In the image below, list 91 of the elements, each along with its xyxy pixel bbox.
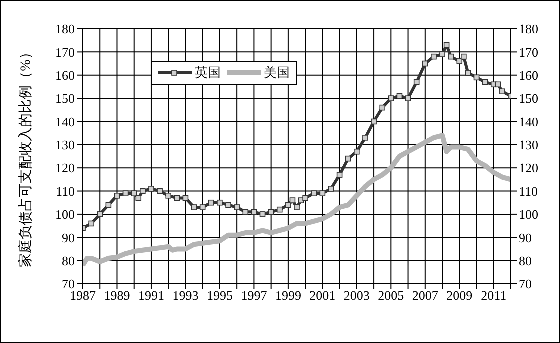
x-tick-label: 1991 — [138, 288, 164, 304]
y-tick-label: 100 — [56, 207, 75, 222]
point — [444, 42, 450, 48]
point — [182, 195, 189, 202]
x-tick-label: 1993 — [172, 288, 199, 304]
point — [191, 204, 198, 210]
point — [414, 79, 420, 86]
point — [88, 220, 94, 227]
y2-tick-label: 120 — [519, 160, 538, 176]
x-tick-label: 1997 — [241, 288, 268, 304]
y-tick-label: 120 — [56, 160, 75, 176]
y2-tick-label: 160 — [519, 68, 538, 83]
y-tick-label: 160 — [56, 68, 75, 83]
y-tick-label: 90 — [62, 230, 75, 246]
point — [226, 202, 232, 208]
point — [268, 209, 274, 216]
point — [290, 198, 296, 204]
point — [131, 190, 138, 196]
point — [140, 188, 146, 194]
point — [354, 148, 360, 155]
point — [431, 54, 437, 60]
point — [362, 135, 368, 141]
point — [380, 104, 386, 111]
point — [200, 204, 206, 210]
y-tick-label: 170 — [56, 44, 75, 60]
x-tick-label: 2007 — [412, 288, 439, 304]
point — [106, 202, 112, 208]
point — [234, 204, 240, 210]
point — [157, 188, 163, 194]
point — [405, 96, 412, 102]
point — [174, 195, 180, 202]
point — [217, 200, 223, 206]
x-tick-label: 1989 — [104, 288, 130, 304]
point — [286, 202, 292, 208]
x-tick-label: 1999 — [275, 288, 302, 304]
point — [474, 74, 480, 81]
point — [500, 88, 506, 94]
point — [422, 60, 428, 67]
point — [208, 200, 214, 206]
x-tick-label: 2005 — [378, 288, 404, 304]
y2-tick-label: 70 — [519, 276, 532, 292]
x-tick-label: 2011 — [481, 288, 507, 304]
point — [456, 58, 463, 64]
point — [136, 195, 142, 202]
y2-tick-label: 150 — [519, 91, 538, 106]
point — [448, 54, 454, 60]
y2-tick-label: 90 — [519, 230, 532, 246]
x-tick-label: 1995 — [206, 288, 233, 304]
point — [465, 70, 472, 76]
y-tick-label: 140 — [56, 114, 75, 130]
y-tick-label: 180 — [56, 22, 75, 37]
point — [328, 186, 334, 192]
y2-tick-label: 130 — [519, 138, 538, 153]
point — [242, 209, 249, 216]
legend-label: 英国 — [195, 64, 221, 82]
point — [371, 118, 377, 125]
y2-tick-label: 80 — [519, 253, 532, 268]
y-tick-label: 130 — [56, 138, 75, 153]
y2-tick-label: 170 — [519, 44, 538, 60]
legend-label: 美国 — [264, 64, 290, 82]
point — [294, 204, 300, 210]
y-axis-title: 家庭负债占可支配收入的比例（%） — [18, 46, 34, 268]
point — [440, 52, 446, 58]
point — [114, 193, 120, 199]
y-tick-label: 80 — [62, 253, 75, 268]
point — [461, 54, 467, 60]
point — [122, 190, 129, 196]
x-tick-label: 2001 — [310, 288, 336, 304]
point — [495, 82, 502, 88]
point — [166, 193, 172, 199]
point — [320, 190, 326, 196]
point — [251, 209, 258, 216]
x-tick-label: 2009 — [446, 288, 473, 304]
point — [396, 93, 403, 100]
y2-tick-label: 180 — [519, 22, 538, 37]
point — [97, 212, 104, 218]
y2-tick-label: 100 — [519, 207, 538, 222]
y2-tick-label: 140 — [519, 114, 538, 130]
x-tick-label: 2003 — [344, 288, 370, 304]
y-tick-label: 110 — [56, 184, 75, 199]
point — [336, 172, 343, 178]
point — [482, 79, 488, 86]
point — [345, 156, 352, 162]
point — [148, 186, 154, 192]
point — [302, 195, 308, 202]
point — [260, 212, 266, 218]
y2-tick-label: 110 — [519, 184, 538, 199]
point — [388, 96, 394, 102]
point — [276, 206, 283, 213]
y-tick-label: 150 — [56, 91, 75, 106]
point — [311, 190, 318, 196]
